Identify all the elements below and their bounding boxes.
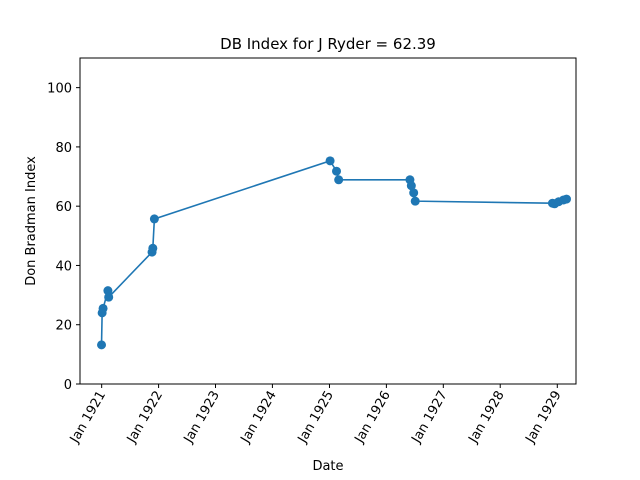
data-point [409, 188, 419, 198]
y-tick-label: 60 [55, 200, 72, 215]
data-point [97, 340, 107, 350]
y-tick-label: 40 [55, 259, 72, 274]
x-axis-label: Date [312, 459, 343, 474]
chart-title: DB Index for J Ryder = 62.39 [220, 35, 436, 53]
data-point [325, 156, 335, 166]
data-point [410, 196, 420, 206]
data-point [104, 292, 114, 302]
data-point [149, 214, 159, 224]
y-axis-label: Don Bradman Index [24, 156, 39, 286]
data-point [561, 194, 571, 204]
y-tick-label: 100 [47, 82, 72, 97]
axes-frame [79, 57, 577, 385]
data-point [334, 175, 344, 185]
y-tick-label: 0 [64, 378, 72, 393]
data-point [332, 166, 341, 176]
y-tick-label: 20 [55, 319, 72, 334]
data-point [98, 303, 108, 313]
data-point [406, 181, 416, 191]
data-point [148, 243, 158, 253]
data-point [103, 286, 113, 296]
y-tick-label: 80 [55, 141, 72, 156]
